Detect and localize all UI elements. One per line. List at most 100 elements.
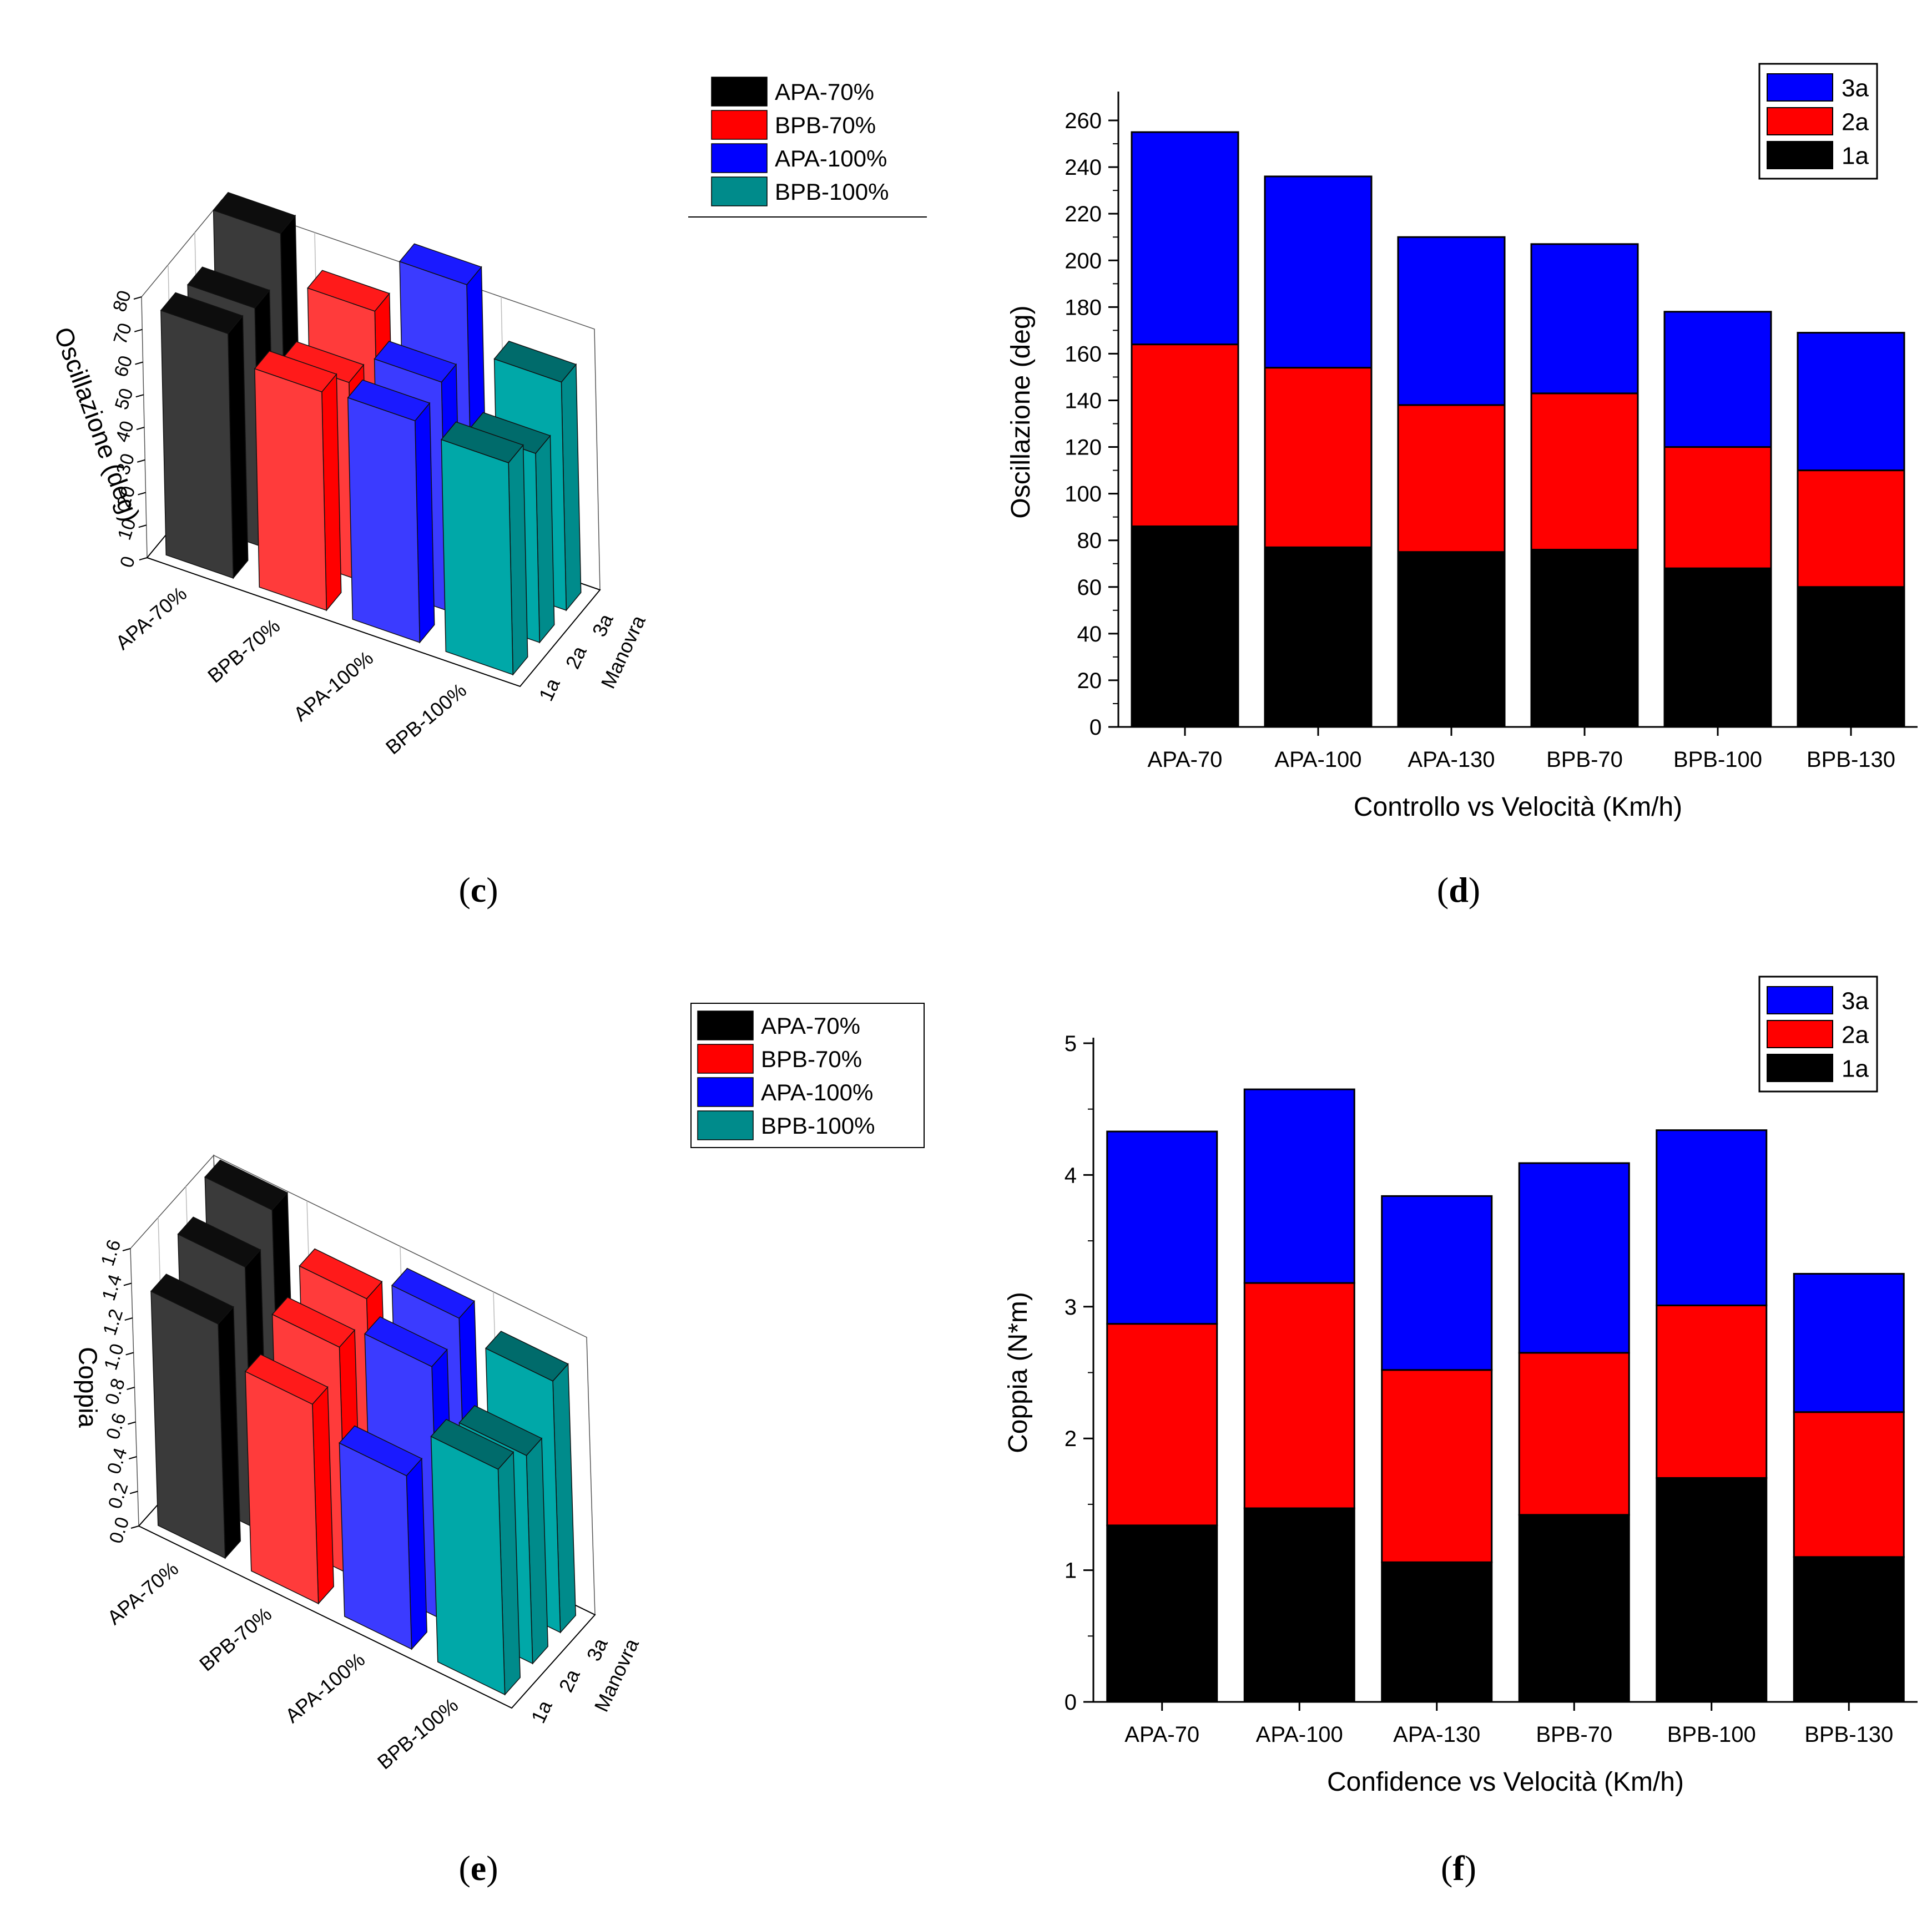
depth-tick-label: 2a <box>554 1665 584 1696</box>
legend-swatch <box>697 1010 754 1040</box>
panel-label-f: (f) <box>1441 1848 1476 1888</box>
y-tick <box>123 1282 132 1286</box>
bar3d-top <box>299 1248 383 1300</box>
x-tick-label: BPB-130 <box>1807 747 1895 772</box>
bar-segment-2a <box>1530 392 1639 551</box>
y-tick-label: 1.2 <box>99 1306 127 1338</box>
bar3d-top <box>160 292 244 335</box>
y-tick <box>136 427 145 430</box>
y-tick-label: 5 <box>1065 1032 1077 1056</box>
x-tick-label: BPB-100 <box>1673 747 1762 772</box>
legend-label-1a: 1a <box>1842 143 1869 170</box>
legend-label: APA-70% <box>775 79 874 105</box>
x-tick-label: BPB-130 <box>1804 1722 1893 1747</box>
bar-segment-1a <box>1264 546 1373 728</box>
y-tick-label: 160 <box>1065 342 1102 366</box>
x-tick-label: APA-100% <box>289 646 377 726</box>
bar-segment-3a <box>1797 332 1905 472</box>
bar-segment-3a <box>1656 1129 1768 1306</box>
bar3d-front <box>430 1436 506 1696</box>
x-tick-label: BPB-70 <box>1546 747 1623 772</box>
bar3d-top <box>347 379 431 422</box>
bar3d-APA-70%-1a <box>150 1274 241 1559</box>
y-tick <box>125 1352 134 1356</box>
y-tick-label: 0 <box>116 554 139 570</box>
x-tick-label: BPB-100% <box>381 679 471 759</box>
bar-segment-3a <box>1518 1162 1630 1354</box>
y-tick-label: 0.8 <box>101 1376 129 1407</box>
bar-segment-2a <box>1793 1411 1905 1558</box>
bar3d-top <box>364 1316 448 1367</box>
legend-label-1a: 1a <box>1842 1055 1869 1083</box>
legend-swatch-3a <box>1767 986 1833 1014</box>
y-tick-label: 100 <box>1065 482 1102 507</box>
x-tick-label: APA-100 <box>1274 747 1361 772</box>
bar-segment-1a <box>1381 1561 1493 1703</box>
x-tick-label: BPB-100% <box>373 1694 462 1774</box>
bar-segment-3a <box>1663 311 1772 448</box>
bar-segment-2a <box>1243 1282 1355 1509</box>
legend-swatch-1a <box>1767 1054 1833 1082</box>
bar3d-top <box>485 1331 569 1382</box>
bar3d-top <box>254 350 337 393</box>
bar-segment-2a <box>1397 404 1506 553</box>
depth-tick-label: 3a <box>588 610 618 640</box>
y-tick <box>129 1490 138 1494</box>
bar3d-front <box>245 1371 319 1605</box>
bar-segment-3a <box>1264 175 1373 369</box>
bar-segment-1a <box>1397 551 1506 728</box>
y-tick <box>139 557 148 560</box>
legend-label-2a: 2a <box>1842 109 1869 136</box>
legend-label: APA-100% <box>775 145 887 171</box>
y-tick-label: 60 <box>1077 575 1102 600</box>
y-tick-label: 2 <box>1065 1427 1077 1451</box>
bar-segment-3a <box>1131 131 1239 346</box>
bar3d-top <box>339 1425 423 1477</box>
legend-swatch <box>711 143 768 173</box>
bar-segment-2a <box>1264 367 1373 548</box>
y-axis-title: Coppia (N*m) <box>1003 1292 1033 1453</box>
panel-label-c: (c) <box>458 870 498 909</box>
bar3d-BPB-100%-1a <box>440 421 528 676</box>
x-tick-label: BPB-100 <box>1667 1722 1756 1747</box>
bar3d-APA-100%-1a <box>347 379 435 644</box>
y-tick <box>134 329 143 332</box>
bar-segment-1a <box>1663 567 1772 728</box>
bar3d-top <box>271 1296 356 1348</box>
bar-segment-2a <box>1797 469 1905 588</box>
legend-swatch <box>697 1077 754 1107</box>
depth-tick-label: 1a <box>534 674 564 705</box>
bar-segment-1a <box>1530 549 1639 728</box>
bar-segment-2a <box>1663 446 1772 569</box>
bar3d-front <box>339 1442 412 1650</box>
bar3d-top <box>244 1353 329 1405</box>
x-tick-label: APA-70% <box>103 1557 183 1629</box>
y-tick-label: 20 <box>1077 669 1102 693</box>
bar-segment-1a <box>1131 525 1239 728</box>
bar-segment-1a <box>1243 1507 1355 1703</box>
bar3d-top <box>204 1159 289 1211</box>
bar3d-BPB-70%-1a <box>244 1353 334 1605</box>
legend-swatch <box>711 176 768 206</box>
y-tick <box>127 1387 135 1390</box>
legend-swatch <box>711 77 768 107</box>
legend-label: BPB-100% <box>761 1113 875 1139</box>
y-tick <box>124 1317 133 1321</box>
bar-segment-2a <box>1381 1369 1493 1563</box>
y-tick-label: 80 <box>1077 529 1102 553</box>
legend-swatch <box>697 1044 754 1074</box>
y-tick-label: 80 <box>109 288 135 315</box>
bar3d-front <box>254 368 327 611</box>
bar3d-top <box>150 1274 234 1325</box>
legend-label: BPB-100% <box>775 179 889 205</box>
y-tick-label: 4 <box>1065 1163 1077 1188</box>
y-tick-label: 0 <box>1065 1690 1077 1715</box>
bar3d-front <box>150 1290 226 1559</box>
y-tick <box>138 524 147 528</box>
bar3d-top <box>374 341 457 383</box>
bar3d-BPB-100%-1a <box>430 1418 521 1696</box>
x-tick-label: APA-100 <box>1256 1722 1343 1747</box>
bar-segment-1a <box>1793 1556 1905 1703</box>
bar-segment-1a <box>1797 586 1905 728</box>
